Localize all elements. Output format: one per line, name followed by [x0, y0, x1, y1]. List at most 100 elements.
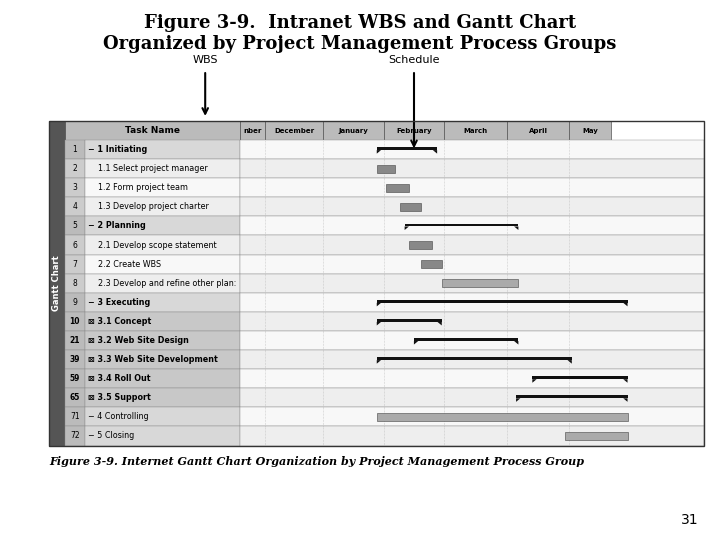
Bar [85, 350, 240, 369]
Text: 71: 71 [70, 413, 80, 421]
Text: Figure 3-9. Internet Gantt Chart Organization by Project Management Process Grou: Figure 3-9. Internet Gantt Chart Organiz… [49, 456, 584, 467]
Text: December: December [274, 128, 315, 134]
Polygon shape [516, 399, 521, 402]
Bar [85, 254, 240, 274]
Text: − 4 Controlling: − 4 Controlling [88, 413, 148, 421]
Text: WBS: WBS [192, 55, 218, 65]
Bar [377, 319, 442, 322]
Bar [65, 388, 85, 407]
Text: ⊠ 3.4 Roll Out: ⊠ 3.4 Roll Out [88, 374, 150, 383]
Bar [85, 312, 240, 331]
Bar [85, 331, 240, 350]
Text: January: January [338, 128, 369, 134]
Bar [65, 122, 240, 140]
Text: 2.3 Develop and refine other plan:: 2.3 Develop and refine other plan: [98, 279, 236, 288]
Bar [65, 159, 85, 178]
Text: − 2 Planning: − 2 Planning [88, 221, 145, 231]
Polygon shape [514, 226, 518, 230]
Text: Gantt Chart: Gantt Chart [53, 255, 61, 312]
Bar [85, 293, 240, 312]
Bar [85, 159, 240, 178]
Bar [240, 159, 704, 178]
Text: 3: 3 [73, 183, 77, 192]
Text: 59: 59 [70, 374, 80, 383]
Bar [85, 178, 240, 197]
Text: ⊠ 3.3 Web Site Development: ⊠ 3.3 Web Site Development [88, 355, 217, 364]
Bar [570, 122, 611, 140]
Bar [323, 122, 384, 140]
Bar [240, 407, 704, 427]
Text: 2: 2 [73, 164, 77, 173]
Polygon shape [433, 150, 437, 153]
Bar [85, 197, 240, 217]
Polygon shape [624, 303, 628, 306]
Bar [65, 274, 85, 293]
Text: 72: 72 [70, 431, 80, 441]
Polygon shape [405, 226, 409, 230]
Bar [85, 388, 240, 407]
Text: 65: 65 [70, 393, 80, 402]
Bar [240, 235, 704, 254]
Text: 6: 6 [73, 240, 77, 249]
Bar [377, 357, 572, 360]
Text: − 3 Executing: − 3 Executing [88, 298, 150, 307]
Text: nber: nber [243, 128, 261, 134]
Text: Task Name: Task Name [125, 126, 180, 135]
Bar [377, 300, 628, 303]
Bar [65, 331, 85, 350]
Bar [85, 235, 240, 254]
Bar [85, 217, 240, 235]
Polygon shape [438, 322, 442, 326]
Bar [65, 312, 85, 331]
Polygon shape [377, 322, 381, 326]
Bar [377, 147, 437, 150]
Bar [240, 388, 704, 407]
Text: 2.2 Create WBS: 2.2 Create WBS [98, 260, 161, 268]
Text: 1: 1 [73, 145, 77, 154]
Bar [65, 140, 85, 159]
Bar [65, 350, 85, 369]
Bar [405, 224, 518, 226]
Polygon shape [624, 379, 628, 383]
Bar [507, 122, 570, 140]
Bar [65, 293, 85, 312]
Polygon shape [377, 360, 381, 363]
Bar [65, 235, 85, 254]
Bar [516, 395, 628, 399]
Polygon shape [514, 341, 518, 345]
Text: 1.2 Form project team: 1.2 Form project team [98, 183, 188, 192]
Bar [240, 122, 265, 140]
Text: − 5 Closing: − 5 Closing [88, 431, 134, 441]
Bar [49, 122, 65, 446]
Text: 1.3 Develop project charter: 1.3 Develop project charter [98, 202, 209, 211]
Bar [65, 197, 85, 217]
Bar [265, 122, 323, 140]
Polygon shape [414, 341, 418, 345]
Bar [421, 260, 442, 268]
Bar [377, 413, 628, 421]
Bar [240, 369, 704, 388]
Text: 5: 5 [73, 221, 77, 231]
Bar [65, 217, 85, 235]
Polygon shape [567, 360, 572, 363]
Text: May: May [582, 128, 598, 134]
Text: 4: 4 [73, 202, 77, 211]
Bar [400, 203, 421, 211]
Text: 2.1 Develop scope statement: 2.1 Develop scope statement [98, 240, 217, 249]
Bar [240, 217, 704, 235]
Text: 10: 10 [70, 317, 80, 326]
Bar [85, 427, 240, 446]
Bar [240, 274, 704, 293]
Text: 1.1 Select project manager: 1.1 Select project manager [98, 164, 207, 173]
Bar [49, 122, 704, 446]
Text: Figure 3-9.  Intranet WBS and Gantt Chart: Figure 3-9. Intranet WBS and Gantt Chart [144, 14, 576, 31]
Polygon shape [377, 303, 381, 306]
Bar [442, 279, 518, 287]
Bar [386, 184, 409, 192]
Bar [240, 331, 704, 350]
Bar [65, 254, 85, 274]
Bar [65, 407, 85, 427]
Bar [384, 122, 444, 140]
Bar [240, 427, 704, 446]
Text: ⊠ 3.5 Support: ⊠ 3.5 Support [88, 393, 150, 402]
